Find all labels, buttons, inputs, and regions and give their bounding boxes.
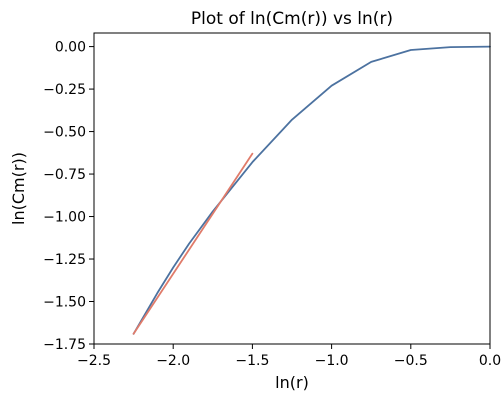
series-line-2 — [132, 152, 254, 335]
y-axis-label: ln(Cm(r)) — [9, 152, 28, 225]
y-tick-label: −0.25 — [43, 82, 86, 98]
x-tick-label: −0.5 — [394, 353, 428, 369]
x-tick-label: −2.0 — [156, 353, 190, 369]
x-tick-label: 0.0 — [479, 353, 501, 369]
y-tick-label: −1.75 — [43, 337, 86, 353]
y-tick-label: −1.50 — [43, 295, 86, 311]
y-tick-label: −1.25 — [43, 252, 86, 268]
x-tick-label: −1.0 — [315, 353, 349, 369]
x-tick-label: −1.5 — [235, 353, 269, 369]
y-tick-label: −0.50 — [43, 125, 86, 141]
x-axis-label: ln(r) — [275, 373, 309, 392]
series-line-1 — [132, 45, 491, 335]
y-tick-label: −0.75 — [43, 167, 86, 183]
y-tick-label: 0.00 — [55, 40, 86, 56]
y-tick-label: −1.00 — [43, 210, 86, 226]
plot-frame — [93, 32, 491, 345]
x-tick-label: −2.5 — [77, 353, 111, 369]
chart-title: Plot of ln(Cm(r)) vs ln(r) — [191, 9, 393, 29]
